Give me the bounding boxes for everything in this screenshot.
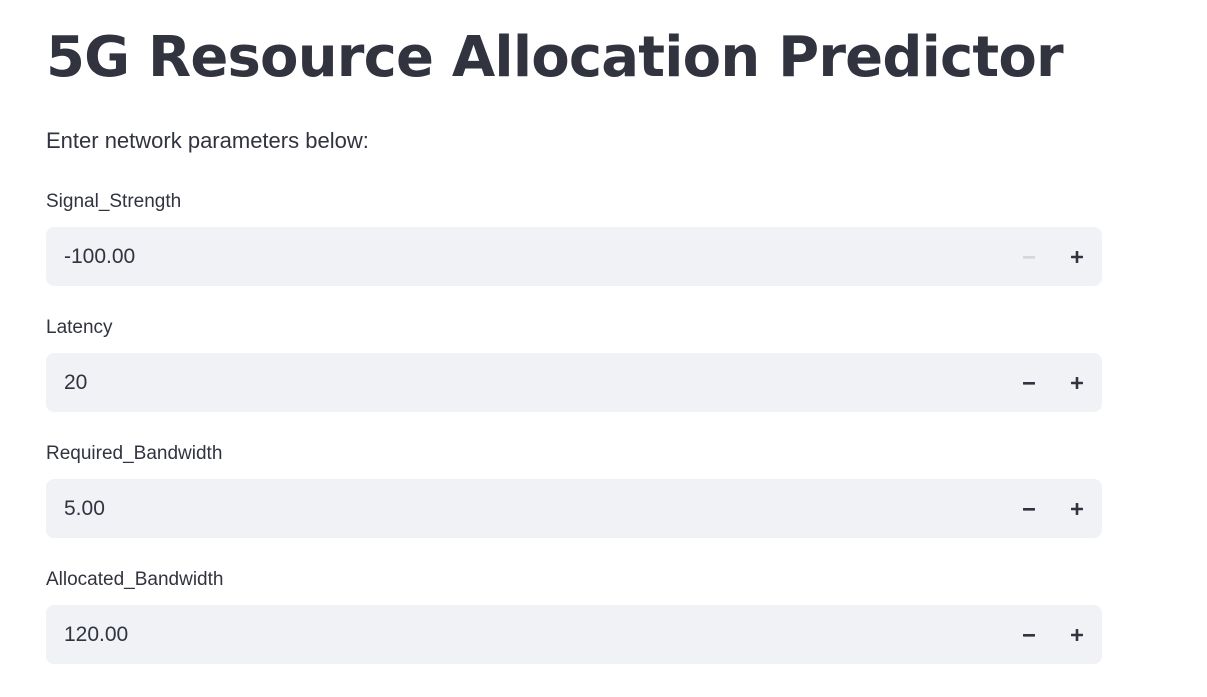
latency-input[interactable]: 20 <box>46 353 1102 412</box>
allocated-bandwidth-input[interactable]: 120.00 <box>46 605 1102 664</box>
allocated-bandwidth-label: Allocated_Bandwidth <box>46 569 224 590</box>
minus-icon <box>1023 633 1035 637</box>
required-bandwidth-value[interactable]: 5.00 <box>64 497 105 520</box>
latency-value[interactable]: 20 <box>64 371 88 394</box>
latency-increment-button[interactable] <box>1053 353 1101 412</box>
required-bandwidth-increment-button[interactable] <box>1053 479 1101 538</box>
required-bandwidth-input[interactable]: 5.00 <box>46 479 1102 538</box>
page-title: 5G Resource Allocation Predictor <box>46 25 1064 90</box>
minus-icon <box>1023 381 1035 385</box>
allocated-bandwidth-increment-button[interactable] <box>1053 605 1101 664</box>
latency-label: Latency <box>46 317 113 338</box>
allocated-bandwidth-decrement-button[interactable] <box>1005 605 1053 664</box>
signal-strength-input[interactable]: -100.00 <box>46 227 1102 286</box>
signal-strength-increment-button[interactable] <box>1053 227 1101 286</box>
plus-icon <box>1071 376 1083 389</box>
plus-icon <box>1071 502 1083 515</box>
required-bandwidth-label: Required_Bandwidth <box>46 443 223 464</box>
minus-icon <box>1023 507 1035 511</box>
allocated-bandwidth-value[interactable]: 120.00 <box>64 623 129 646</box>
signal-strength-label: Signal_Strength <box>46 191 182 212</box>
minus-icon <box>1023 255 1035 259</box>
signal-strength-decrement-button[interactable] <box>1005 227 1053 286</box>
signal-strength-value[interactable]: -100.00 <box>64 245 136 268</box>
page-subtitle: Enter network parameters below: <box>46 128 369 153</box>
required-bandwidth-decrement-button[interactable] <box>1005 479 1053 538</box>
plus-icon <box>1071 250 1083 263</box>
plus-icon <box>1071 628 1083 641</box>
latency-decrement-button[interactable] <box>1005 353 1053 412</box>
